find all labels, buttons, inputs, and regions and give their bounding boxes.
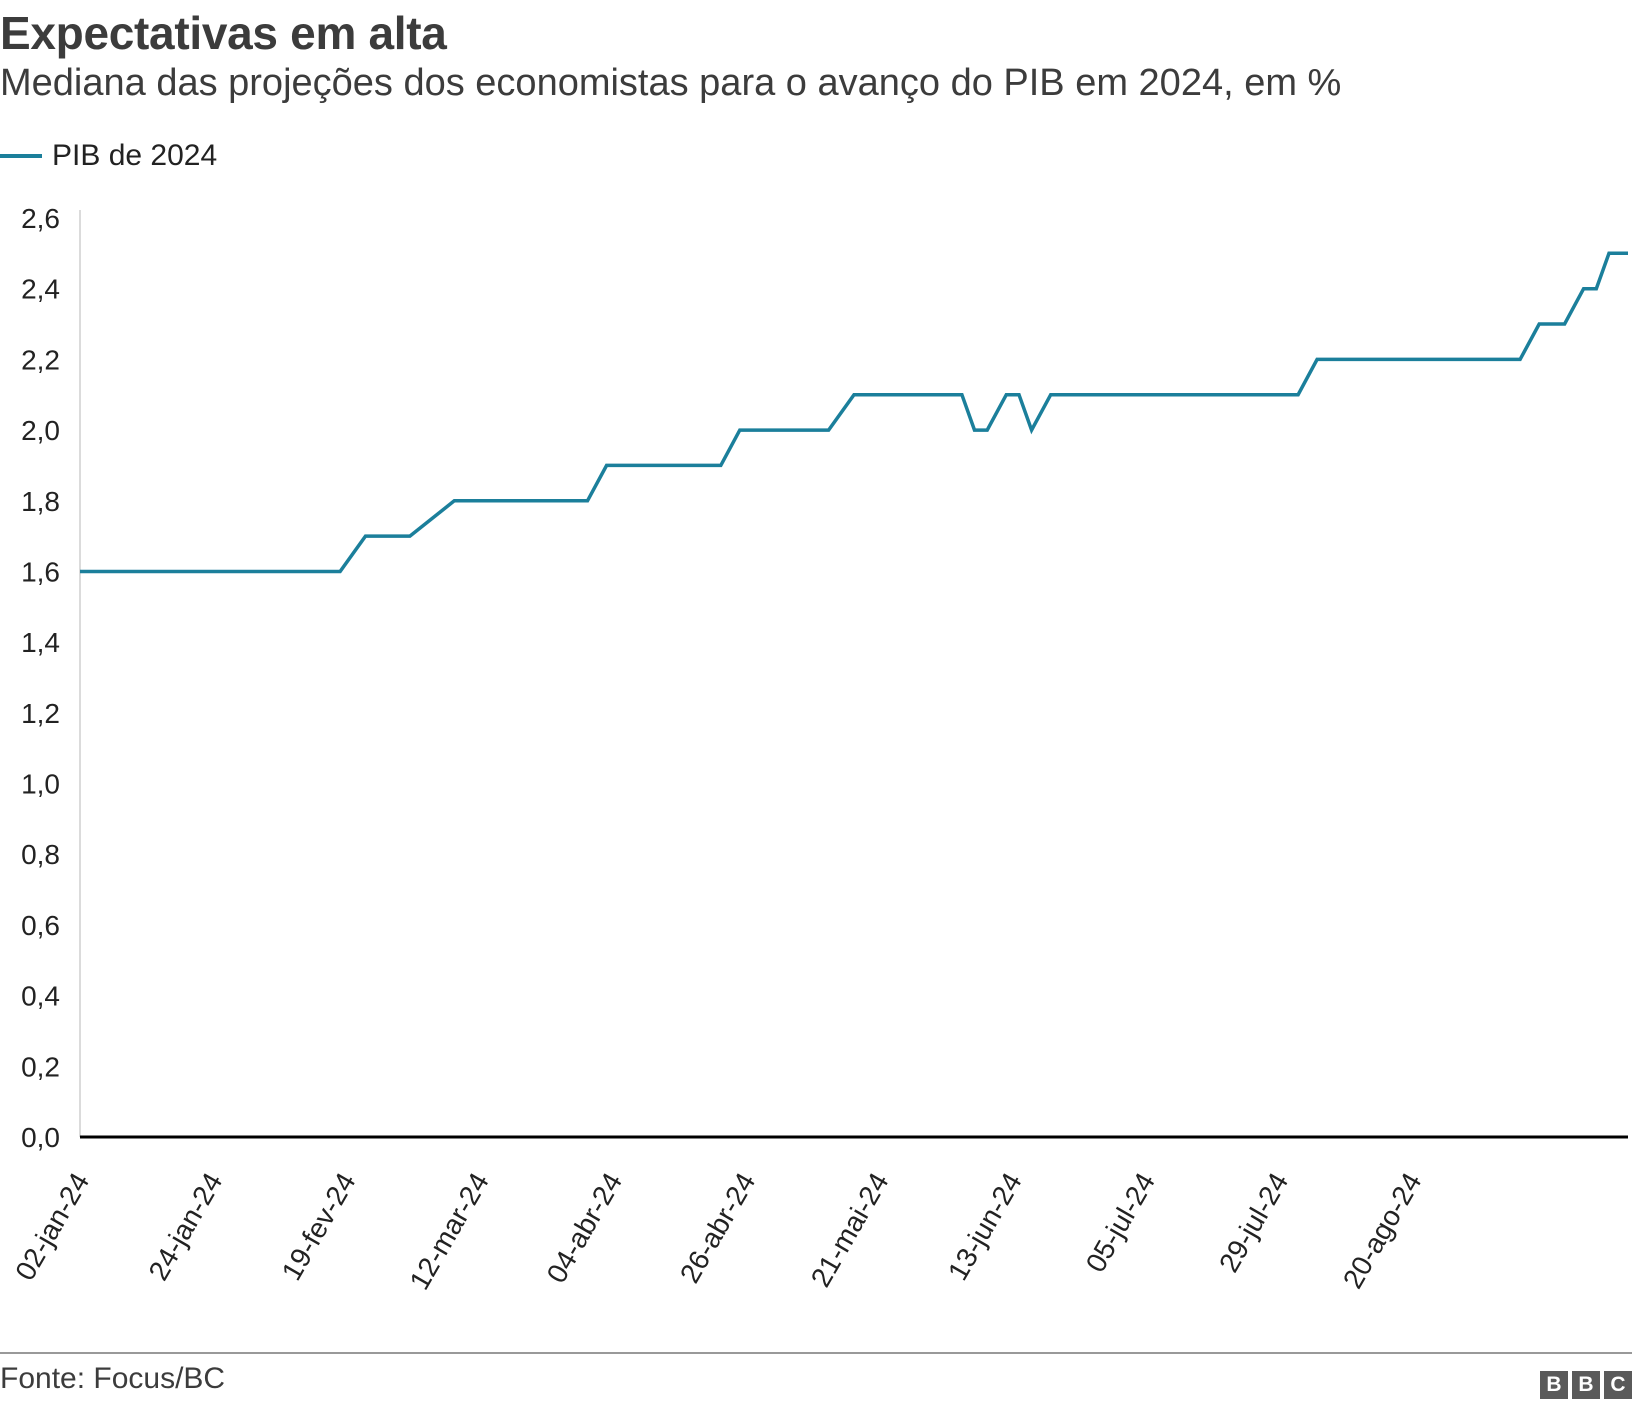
y-tick-label: 0,4 [21,981,60,1012]
y-tick-label: 1,8 [21,486,60,517]
bbc-logo: B B C [1540,1371,1632,1399]
chart-subtitle: Mediana das projeções dos economistas pa… [0,62,1342,104]
y-tick-label: 1,4 [21,627,60,658]
y-tick-label: 1,6 [21,556,60,587]
y-tick-label: 1,2 [21,698,60,729]
x-tick-label: 04-abr-24 [541,1168,629,1289]
chart-title: Expectativas em alta [0,7,447,59]
x-tick-label: 24-jan-24 [142,1168,228,1286]
y-tick-label: 2,6 [21,203,60,234]
y-tick-label: 0,2 [21,1051,60,1082]
series-line-pib-2024 [80,251,1628,574]
legend: PIB de 2024 [0,136,217,176]
y-tick-label: 0,0 [21,1122,60,1153]
x-tick-label: 20-ago-24 [1337,1168,1428,1294]
x-tick-label: 02-jan-24 [9,1168,95,1286]
logo-letter-b2: B [1572,1371,1600,1399]
logo-letter-c: C [1604,1371,1632,1399]
x-tick-label: 26-abr-24 [674,1168,762,1289]
footer-divider [0,1352,1632,1354]
y-tick-label: 1,0 [21,769,60,800]
legend-swatch [0,154,42,158]
x-tick-label: 13-jun-24 [942,1168,1028,1286]
x-tick-label: 05-jul-24 [1080,1168,1161,1278]
y-tick-label: 0,6 [21,910,60,941]
y-tick-label: 2,2 [21,344,60,375]
logo-letter-b1: B [1540,1371,1568,1399]
source-note: Fonte: Focus/BC [0,1362,226,1395]
x-tick-label: 19-fev-24 [276,1168,362,1286]
y-tick-label: 0,8 [21,839,60,870]
legend-label: PIB de 2024 [52,139,218,172]
y-tick-label: 2,0 [21,415,60,446]
x-tick-label: 12-mar-24 [403,1168,494,1295]
x-tick-label: 29-jul-24 [1213,1168,1294,1278]
y-tick-label: 2,4 [21,274,60,305]
x-tick-label: 21-mai-24 [805,1168,895,1293]
